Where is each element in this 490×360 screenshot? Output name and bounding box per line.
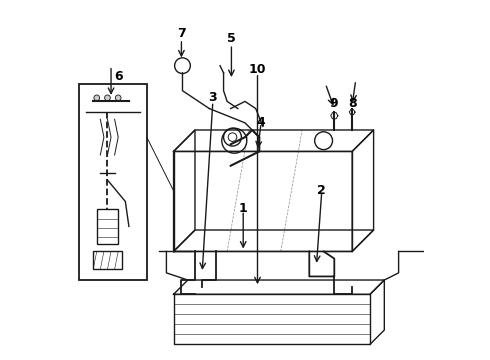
Text: 1: 1 <box>239 202 247 215</box>
Text: 7: 7 <box>177 27 186 40</box>
Text: 6: 6 <box>114 70 122 83</box>
Text: 5: 5 <box>227 32 236 45</box>
Bar <box>93 251 122 269</box>
Text: 3: 3 <box>209 91 217 104</box>
Text: 10: 10 <box>249 63 266 76</box>
Circle shape <box>94 95 99 101</box>
Text: 9: 9 <box>329 97 338 110</box>
Text: 2: 2 <box>318 184 326 197</box>
Text: 4: 4 <box>257 116 266 129</box>
Circle shape <box>115 95 121 101</box>
Circle shape <box>104 95 110 101</box>
Bar <box>97 208 118 244</box>
Bar <box>79 84 147 280</box>
Text: 8: 8 <box>348 97 357 110</box>
